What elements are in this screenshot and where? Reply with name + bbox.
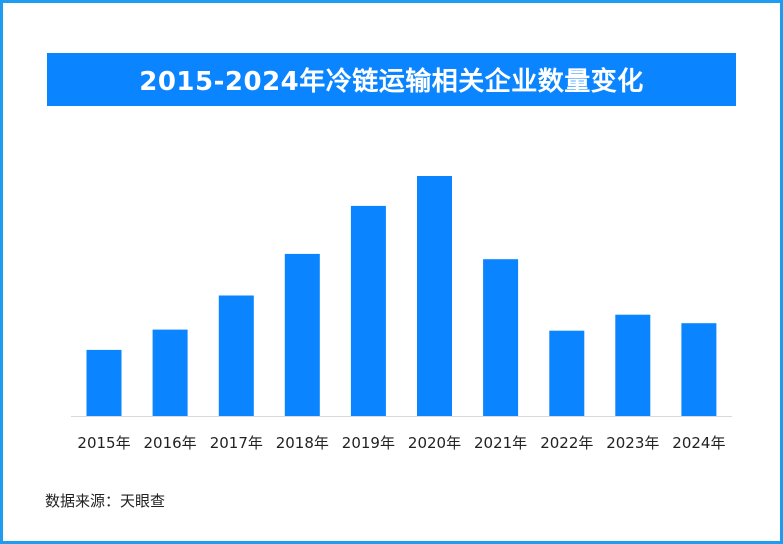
bar-2017年 [218, 295, 254, 416]
x-tick-label: 2018年 [276, 434, 329, 452]
bar-2016年 [152, 329, 188, 416]
x-tick-label: 2023年 [606, 434, 659, 452]
x-tick-label: 2024年 [672, 434, 725, 452]
x-tick-label: 2022年 [540, 434, 593, 452]
source-note: 数据来源：天眼查 [45, 492, 166, 510]
bar-2024年 [681, 323, 717, 416]
bar-2018年 [284, 253, 320, 416]
bar-group [86, 176, 717, 416]
bar-2019年 [350, 205, 386, 416]
bar-2023年 [615, 314, 651, 416]
bar-2015年 [86, 349, 122, 416]
x-tick-labels: 2015年 2016年 2017年 2018年 2019年 2020年 2021年 2022年… [77, 434, 725, 452]
x-tick-label: 2017年 [210, 434, 263, 452]
bar-2022年 [549, 330, 585, 416]
bar-2020年 [417, 176, 452, 416]
x-tick-label: 2016年 [144, 434, 197, 452]
x-tick-label: 2020年 [408, 434, 461, 452]
x-tick-label: 2019年 [342, 434, 395, 452]
title-banner: 2015-2024年冷链运输相关企业数量变化 [47, 53, 736, 106]
x-tick-label: 2015年 [77, 434, 130, 452]
x-tick-label: 2021年 [474, 434, 527, 452]
chart-title: 2015-2024年冷链运输相关企业数量变化 [139, 67, 644, 97]
bar-2021年 [483, 259, 519, 416]
